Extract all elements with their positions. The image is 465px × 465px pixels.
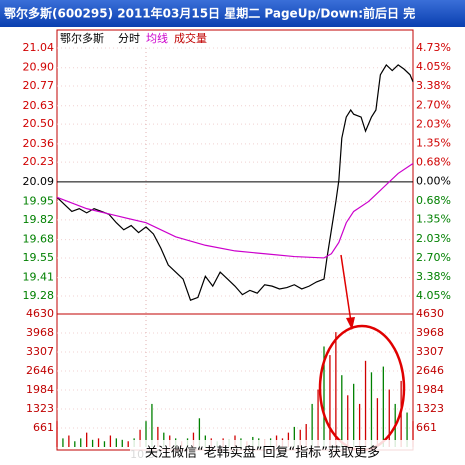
y-tick-label: 19.41 [23, 271, 55, 284]
watermark: 关注微信“老韩实盘”回复“指标”获取更多 [145, 445, 380, 461]
y2-tick-label: 0.68% [416, 194, 451, 207]
y2-tick-label: 2.03% [416, 232, 451, 245]
volume-tick-label: 1984 [26, 383, 54, 396]
stock-name: 鄂尔多斯 [60, 31, 104, 45]
y-tick-label: 19.68 [23, 233, 55, 246]
y2-tick-label: 4.73% [416, 41, 451, 54]
watermark-bg [130, 440, 465, 465]
y-tick-label: 20.50 [23, 117, 55, 130]
y2-tick-label: 4.05% [416, 60, 451, 73]
y-tick-label: 21.04 [23, 41, 55, 54]
y-tick-label: 20.77 [23, 79, 55, 92]
y2-tick-label: 0.00% [416, 175, 451, 188]
legend: 鄂尔多斯 分时 均线 成交量 [60, 31, 207, 45]
volume-tick-label-right: 1984 [416, 383, 444, 396]
y2-tick-label: 1.35% [416, 213, 451, 226]
legend-entry: 均线 [146, 31, 168, 45]
volume-tick-label-right: 2646 [416, 364, 444, 377]
volume-tick-label-right: 1323 [416, 402, 444, 415]
legend-entry: 分时 [118, 32, 140, 45]
y-tick-label: 19.28 [23, 289, 55, 302]
y-tick-label: 20.09 [23, 175, 55, 188]
y2-tick-label: 2.03% [416, 117, 451, 130]
volume-tick-label: 3968 [26, 326, 54, 339]
y-tick-label: 20.90 [23, 61, 55, 74]
volume-tick-label: 661 [33, 421, 54, 434]
y-tick-label: 19.82 [23, 213, 55, 226]
y-tick-label: 20.23 [23, 155, 55, 168]
y2-tick-label: 2.70% [416, 98, 451, 111]
y-tick-label: 19.55 [23, 251, 55, 264]
volume-tick-label-right: 3968 [416, 326, 444, 339]
volume-tick-label-right: 4630 [416, 307, 444, 320]
legend-entry: 成交量 [174, 31, 207, 45]
y2-tick-label: 4.05% [416, 289, 451, 302]
annotation-arrow [340, 254, 352, 323]
series-line [56, 163, 414, 259]
y2-tick-label: 3.38% [416, 270, 451, 283]
y2-tick-label: 2.70% [416, 251, 451, 264]
volume-tick-label-right: 3307 [416, 345, 444, 358]
y-tick-label: 20.63 [23, 99, 55, 112]
volume-tick-label: 3307 [26, 345, 54, 358]
y2-tick-label: 1.35% [416, 136, 451, 149]
y-tick-label: 20.36 [23, 137, 55, 150]
volume-tick-label: 2646 [26, 364, 54, 377]
y-tick-label: 19.95 [23, 195, 55, 208]
volume-tick-label: 4630 [26, 307, 54, 320]
volume-tick-label-right: 661 [416, 421, 437, 434]
y2-tick-label: 3.38% [416, 79, 451, 92]
title-bar [0, 0, 465, 27]
y2-tick-label: 0.68% [416, 155, 451, 168]
series-line [56, 63, 414, 302]
window-title: 鄂尔多斯(600295) 2011年03月15日 星期二 PageUp/Down… [4, 6, 415, 21]
volume-tick-label: 1323 [26, 402, 54, 415]
